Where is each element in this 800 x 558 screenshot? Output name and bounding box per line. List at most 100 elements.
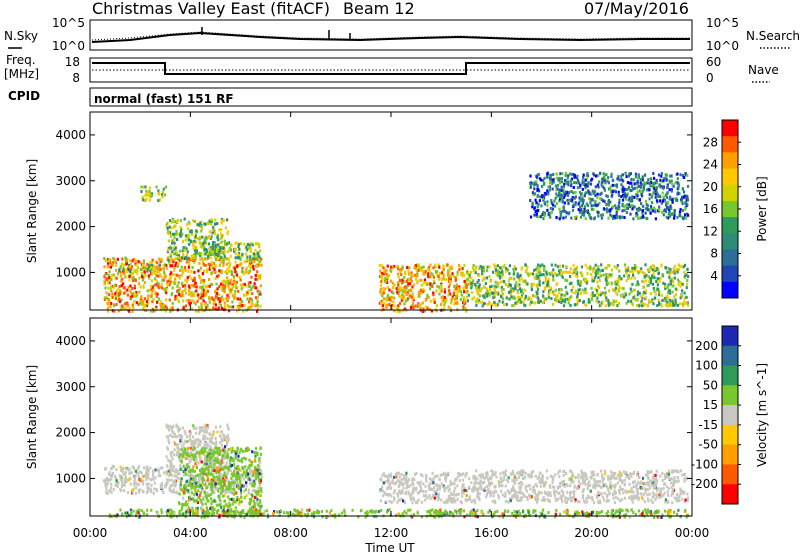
echo-cell — [516, 275, 518, 278]
echo-cell — [190, 432, 192, 435]
echo-cell — [431, 273, 433, 276]
echo-cell — [210, 257, 212, 260]
echo-cell — [588, 301, 590, 304]
echo-cell — [654, 276, 656, 279]
echo-cell — [243, 294, 245, 297]
echo-cell — [619, 215, 621, 218]
echo-cell — [408, 266, 410, 269]
echo-cell — [572, 286, 574, 289]
echo-cell — [128, 478, 130, 481]
echo-cell — [206, 222, 208, 225]
echo-cell — [199, 430, 201, 433]
echo-cell — [195, 432, 197, 435]
colorbar-segment — [722, 233, 738, 250]
echo-cell — [623, 296, 625, 299]
echo-cell — [221, 480, 223, 483]
echo-cell — [142, 479, 144, 482]
echo-cell — [215, 482, 217, 485]
echo-cell — [240, 284, 242, 287]
echo-cell — [249, 464, 251, 467]
echo-cell — [404, 286, 406, 289]
echo-cell — [451, 272, 453, 275]
echo-cell — [559, 189, 561, 192]
echo-cell — [470, 271, 472, 274]
echo-cell — [552, 188, 554, 191]
echo-cell — [164, 193, 166, 196]
nsearch-tick-low: 10^0 — [706, 39, 739, 53]
echo-cell — [237, 475, 239, 478]
ytick-label: 3000 — [55, 174, 86, 188]
echo-cell — [448, 269, 450, 272]
echo-cell — [198, 262, 200, 265]
echo-cell — [548, 272, 550, 275]
echo-cell — [108, 471, 110, 474]
echo-cell — [660, 175, 662, 178]
echo-cell — [120, 478, 122, 481]
echo-cell — [136, 301, 138, 304]
echo-cell — [598, 286, 600, 289]
echo-cell — [176, 491, 178, 494]
echo-cell — [179, 233, 181, 236]
echo-cell — [582, 201, 584, 204]
echo-cell — [122, 467, 124, 470]
echo-cell — [478, 286, 480, 289]
echo-cell — [677, 187, 679, 190]
echo-cell — [147, 295, 149, 298]
echo-cell — [676, 216, 678, 219]
echo-cell — [213, 442, 215, 445]
echo-cell — [196, 458, 198, 461]
echo-cell — [227, 304, 229, 307]
echo-cell — [179, 250, 181, 253]
echo-cell — [549, 216, 551, 219]
echo-cell — [653, 206, 655, 209]
echo-cell — [250, 258, 252, 261]
echo-cell — [603, 208, 605, 211]
echo-cell — [140, 296, 142, 299]
echo-cell — [218, 495, 220, 498]
freq-label-1: Freq. — [6, 53, 36, 67]
echo-cell — [145, 267, 147, 270]
echo-cell — [553, 291, 555, 294]
echo-cell — [156, 301, 158, 304]
echo-cell — [211, 261, 213, 264]
echo-cell — [259, 249, 261, 252]
echo-cell — [463, 290, 465, 293]
echo-cell — [533, 214, 535, 217]
echo-cell — [181, 282, 183, 285]
echo-cell — [677, 304, 679, 307]
echo-cell — [142, 490, 144, 493]
echo-cell — [112, 296, 114, 299]
echo-cell — [179, 442, 181, 445]
echo-cell — [668, 276, 670, 279]
echo-cell — [233, 450, 235, 453]
echo-cell — [529, 175, 531, 178]
echo-cell — [655, 196, 657, 199]
echo-cell — [640, 295, 642, 298]
echo-cell — [221, 235, 223, 238]
echo-cell — [671, 198, 673, 201]
echo-cell — [642, 209, 644, 212]
echo-cell — [527, 298, 529, 301]
echo-cell — [166, 464, 168, 467]
echo-cell — [157, 199, 159, 202]
echo-cell — [646, 217, 648, 220]
echo-cell — [129, 270, 131, 273]
echo-cell — [416, 274, 418, 277]
echo-cell — [142, 475, 144, 478]
echo-cell — [638, 185, 640, 188]
echo-cell — [217, 238, 219, 241]
echo-cell — [552, 268, 554, 271]
echo-cell — [674, 299, 676, 302]
echo-cell — [622, 179, 624, 182]
echo-cell — [533, 283, 535, 286]
echo-cell — [174, 443, 176, 446]
colorbar-label: Power [dB] — [755, 176, 769, 241]
echo-cell — [567, 271, 569, 274]
echo-cell — [138, 282, 140, 285]
echo-cell — [245, 472, 247, 475]
echo-cell — [255, 304, 257, 307]
freq-label-2: [MHz] — [4, 67, 39, 81]
echo-cell — [621, 204, 623, 207]
echo-cell — [125, 475, 127, 478]
echo-cell — [680, 293, 682, 296]
